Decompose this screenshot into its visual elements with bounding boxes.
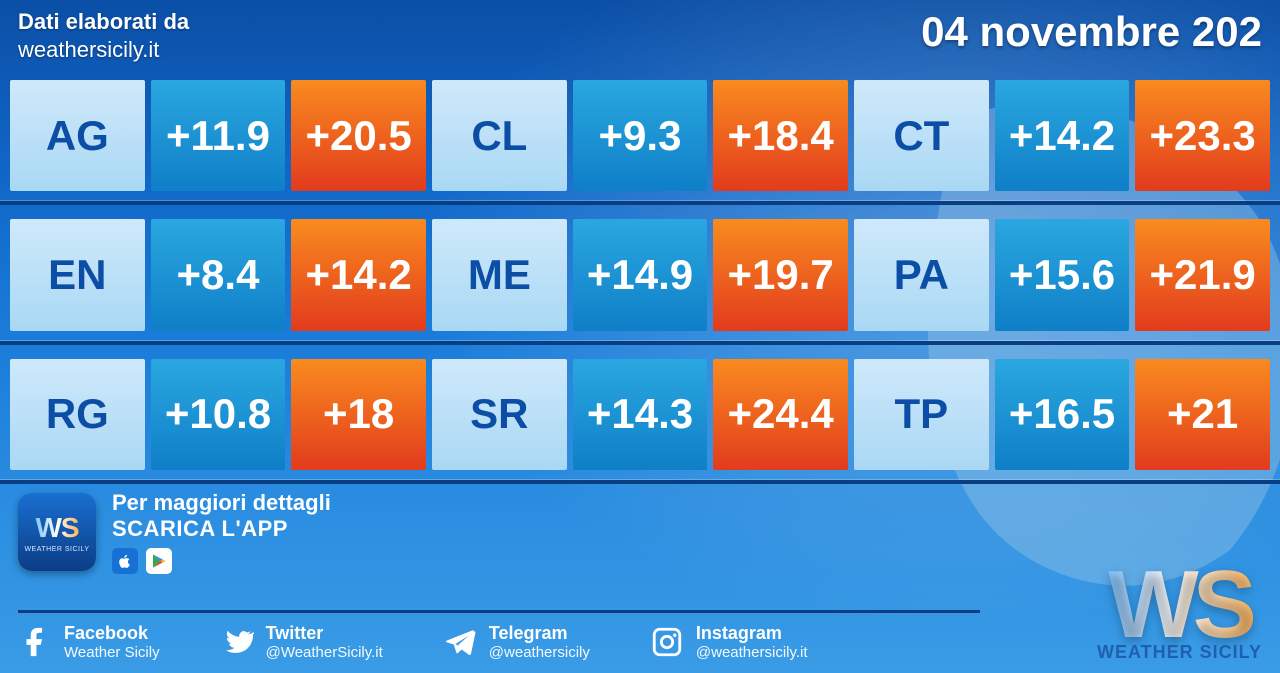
temp-high: +21.9 bbox=[1135, 219, 1270, 330]
province-code: AG bbox=[10, 80, 145, 191]
attribution-site: weathersicily.it bbox=[18, 36, 189, 64]
temp-high: +24.4 bbox=[713, 359, 848, 470]
attribution-text: Dati elaborati da bbox=[18, 8, 189, 36]
social-twitter: Twitter @WeatherSicily.it bbox=[220, 623, 383, 661]
social-handle: @weathersicily bbox=[489, 644, 590, 661]
province-code: TP bbox=[854, 359, 989, 470]
social-name: Facebook bbox=[64, 623, 160, 644]
temp-low: +8.4 bbox=[151, 219, 286, 330]
temp-high: +20.5 bbox=[291, 80, 426, 191]
social-telegram: Telegram @weathersicily bbox=[443, 623, 590, 661]
social-handle: @weathersicily.it bbox=[696, 644, 808, 661]
province-code: CL bbox=[432, 80, 567, 191]
province-code: PA bbox=[854, 219, 989, 330]
temp-low: +15.6 bbox=[995, 219, 1130, 330]
app-promo: WS WEATHER SICILY Per maggiori dettagli … bbox=[18, 490, 331, 574]
promo-line1: Per maggiori dettagli bbox=[112, 490, 331, 516]
attribution-block: Dati elaborati da weathersicily.it bbox=[18, 8, 189, 63]
temp-low: +14.3 bbox=[573, 359, 708, 470]
brand-logo-text: WS bbox=[1097, 564, 1262, 646]
weather-infographic: Dati elaborati da weathersicily.it 04 no… bbox=[0, 0, 1280, 673]
social-handle: Weather Sicily bbox=[64, 644, 160, 661]
date-label: 04 novembre 202 bbox=[921, 8, 1262, 56]
province-code: SR bbox=[432, 359, 567, 470]
app-icon-subtext: WEATHER SICILY bbox=[24, 546, 89, 553]
twitter-icon bbox=[220, 625, 254, 659]
temp-high: +19.7 bbox=[713, 219, 848, 330]
app-icon-text: WS bbox=[35, 512, 78, 544]
temp-low: +11.9 bbox=[151, 80, 286, 191]
temp-low: +16.5 bbox=[995, 359, 1130, 470]
app-icon: WS WEATHER SICILY bbox=[18, 493, 96, 571]
social-name: Twitter bbox=[266, 623, 383, 644]
temperature-grid: AG +11.9 +20.5 CL +9.3 +18.4 CT +14.2 +2… bbox=[10, 80, 1270, 470]
social-name: Telegram bbox=[489, 623, 590, 644]
temp-low: +14.2 bbox=[995, 80, 1130, 191]
instagram-icon bbox=[650, 625, 684, 659]
temp-low: +10.8 bbox=[151, 359, 286, 470]
playstore-icon bbox=[146, 548, 172, 574]
temperature-row: EN +8.4 +14.2 ME +14.9 +19.7 PA +15.6 +2… bbox=[10, 219, 1270, 330]
temp-low: +9.3 bbox=[573, 80, 708, 191]
social-name: Instagram bbox=[696, 623, 808, 644]
temp-high: +23.3 bbox=[1135, 80, 1270, 191]
province-code: RG bbox=[10, 359, 145, 470]
temp-high: +18.4 bbox=[713, 80, 848, 191]
province-code: CT bbox=[854, 80, 989, 191]
social-facebook: Facebook Weather Sicily bbox=[18, 623, 160, 661]
temp-low: +14.9 bbox=[573, 219, 708, 330]
temperature-row: RG +10.8 +18 SR +14.3 +24.4 TP +16.5 +21 bbox=[10, 359, 1270, 470]
social-handle: @WeatherSicily.it bbox=[266, 644, 383, 661]
brand-name: WEATHER SICILY bbox=[1097, 642, 1262, 663]
province-code: EN bbox=[10, 219, 145, 330]
temp-high: +18 bbox=[291, 359, 426, 470]
temp-high: +21 bbox=[1135, 359, 1270, 470]
social-links: Facebook Weather Sicily Twitter @Weather… bbox=[18, 610, 980, 661]
appstore-icon bbox=[112, 548, 138, 574]
province-code: ME bbox=[432, 219, 567, 330]
brand-logo: WS WEATHER SICILY bbox=[1097, 564, 1262, 663]
facebook-icon bbox=[18, 625, 52, 659]
promo-line2: SCARICA L'APP bbox=[112, 516, 331, 542]
temperature-row: AG +11.9 +20.5 CL +9.3 +18.4 CT +14.2 +2… bbox=[10, 80, 1270, 191]
social-instagram: Instagram @weathersicily.it bbox=[650, 623, 808, 661]
telegram-icon bbox=[443, 625, 477, 659]
temp-high: +14.2 bbox=[291, 219, 426, 330]
